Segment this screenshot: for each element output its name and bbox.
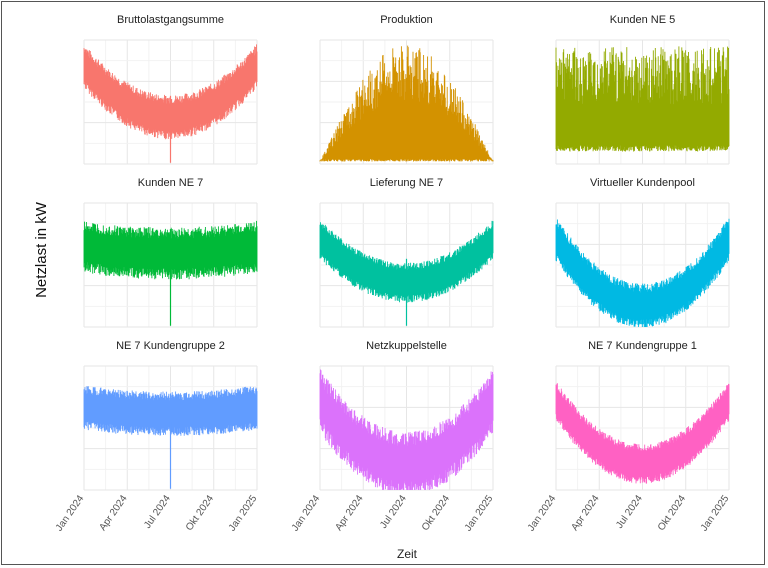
x-tick-label: Okt 2024 <box>656 493 689 533</box>
panel-0: Bruttolastgangsumme <box>83 14 258 165</box>
x-tick-label: Jan 2025 <box>699 493 732 533</box>
panel-4: Lieferung NE 7 <box>319 177 494 328</box>
series-band <box>83 386 258 436</box>
panel-title: Netzkuppelstelle <box>366 340 447 352</box>
panel-title: Virtueller Kundenpool <box>590 177 695 189</box>
panel-title: NE 7 Kundengruppe 1 <box>588 340 697 352</box>
x-axis-label: Zeit <box>397 547 418 561</box>
panel-title: Bruttolastgangsumme <box>117 14 224 26</box>
x-tick-label: Jan 2024 <box>526 493 559 533</box>
x-tick-label: Jul 2024 <box>378 493 409 531</box>
x-tick-label: Jan 2024 <box>290 493 323 533</box>
series-band <box>319 45 494 162</box>
panels: Bruttolastgangsumme Produktion Kunden NE 5… <box>54 14 732 533</box>
x-tick-label: Apr 2024 <box>569 493 602 533</box>
y-axis-label: Netzlast in kW <box>33 201 50 298</box>
series-band <box>555 46 730 152</box>
series-band <box>319 220 494 303</box>
x-tick-label: Apr 2024 <box>97 493 130 533</box>
panel-title: Kunden NE 7 <box>138 177 203 189</box>
series-band <box>83 220 258 280</box>
series-band <box>555 383 730 484</box>
panel-2: Kunden NE 5 <box>555 14 730 165</box>
panel-7: Netzkuppelstelle Jan 2024 Apr 2024 Jul 2024… <box>290 340 496 533</box>
panel-5: Virtueller Kundenpool <box>555 177 730 328</box>
panel-title: Lieferung NE 7 <box>370 177 443 189</box>
x-tick-label: Jul 2024 <box>614 493 645 531</box>
x-tick-label: Jan 2025 <box>227 493 260 533</box>
panel-3: Kunden NE 7 <box>83 177 258 328</box>
x-tick-label: Okt 2024 <box>420 493 453 533</box>
x-tick-label: Apr 2024 <box>333 493 366 533</box>
panel-6: NE 7 Kundengruppe 2 Jan 2024 Apr 2024 Jul 2… <box>54 340 260 533</box>
panel-title: Produktion <box>380 14 433 26</box>
panel-8: NE 7 Kundengruppe 1 Jan 2024 Apr 2024 Jul 2… <box>526 340 732 533</box>
x-tick-label: Okt 2024 <box>184 493 217 533</box>
x-tick-label: Jul 2024 <box>142 493 173 531</box>
panel-title: NE 7 Kundengruppe 2 <box>116 340 225 352</box>
panel-1: Produktion <box>319 14 494 165</box>
x-tick-label: Jan 2025 <box>463 493 496 533</box>
panel-title: Kunden NE 5 <box>610 14 675 26</box>
x-tick-label: Jan 2024 <box>54 493 87 533</box>
series-band <box>83 44 258 140</box>
series-band <box>319 369 494 490</box>
series-band <box>555 218 730 327</box>
